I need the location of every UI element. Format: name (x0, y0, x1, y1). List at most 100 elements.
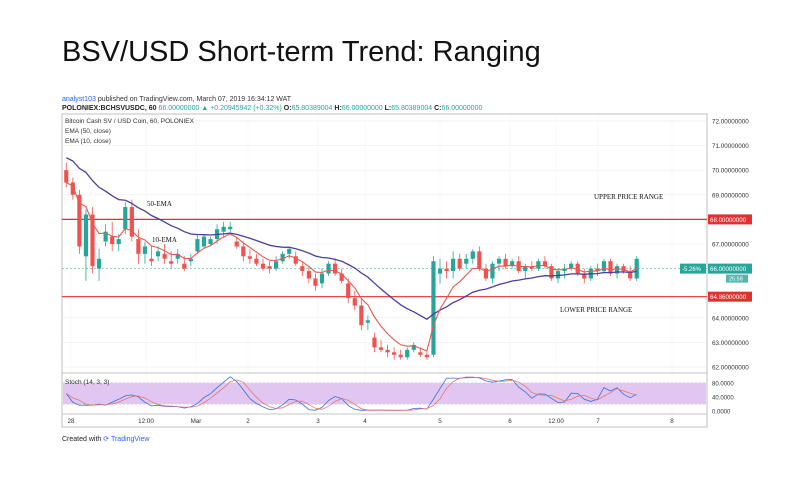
candle-body (129, 207, 134, 237)
candle-body (346, 283, 351, 299)
candle-body (273, 261, 279, 269)
candle-body (575, 263, 580, 274)
y-tick-label: 71.00000000 (712, 143, 749, 150)
candle-body (260, 263, 266, 269)
candle-body (424, 354, 430, 358)
candle-body (77, 194, 82, 247)
candle-body (523, 266, 528, 272)
candle-body (542, 261, 548, 267)
candle-body (392, 352, 397, 355)
candle-body (503, 258, 508, 267)
candle-body (608, 261, 613, 274)
x-tick-label: 8 (670, 418, 674, 425)
candle-body (569, 263, 574, 269)
created-with: Created with ⟳ TradingView (62, 435, 149, 443)
h-label: H: (334, 105, 342, 112)
change-tag-label: -5.26% (682, 267, 702, 273)
upper-range-annotation: UPPER PRICE RANGE (594, 193, 663, 201)
candle-body (496, 258, 502, 264)
price-levels (62, 218, 707, 298)
stoch-axis: 80.0000 40.0000 0.0000 (712, 382, 734, 416)
candle-body (483, 268, 489, 279)
candle-body (601, 261, 607, 272)
candle-body (175, 253, 180, 259)
current-price-label: 66.00000000 (710, 266, 747, 273)
stoch-tick-label: 0.0000 (712, 410, 731, 416)
candle-body (549, 266, 554, 279)
candle-body (221, 226, 226, 232)
l-value: 65.80389004 (391, 105, 433, 112)
x-tick-label: 5 (438, 418, 442, 425)
candle-body (444, 268, 449, 272)
candle-body (306, 271, 311, 279)
candle-body (267, 266, 272, 269)
stoch-tick-label: 80.0000 (712, 382, 734, 388)
author-link[interactable]: analyst103 (62, 96, 96, 103)
candle-body (155, 251, 161, 257)
x-tick-label: 4 (363, 418, 367, 425)
y-tick-label: 62.00000000 (712, 365, 749, 372)
candle-body (339, 273, 344, 281)
candle-body (188, 258, 193, 262)
candle-body (326, 263, 331, 274)
tradingview-icon: ⟳ (103, 436, 110, 443)
stoch-tick-label: 40.0000 (712, 396, 734, 402)
publish-date: published on TradingView.com, March 07, … (97, 96, 292, 103)
level-tag-label: 68.00000000 (710, 217, 747, 224)
candle-body (162, 253, 167, 259)
o-value: 65.80389004 (291, 105, 333, 112)
change-value: ▲ +0.20945942 (+0.32%) (201, 105, 282, 112)
candle-body (510, 261, 515, 267)
candle-body (372, 337, 377, 348)
current-price-tag (708, 263, 752, 274)
y-tick-label: 67.00000000 (712, 242, 749, 249)
candle-body (431, 261, 436, 355)
l-label: L: (384, 105, 392, 112)
time-axis: 28 12:00 Mar 2 3 4 5 6 12:00 7 8 (67, 418, 674, 425)
candle-body (411, 344, 416, 350)
candle-body (418, 352, 423, 355)
symbol-label: POLONIEX:BCHSVUSDC, 60 (62, 105, 157, 112)
ema10-line (66, 182, 637, 352)
candle-body (110, 236, 115, 244)
price-tags: 68.00000000 64.86000000 -5.26% 66.00000000 2… (680, 214, 752, 302)
candle-body (103, 231, 108, 242)
x-tick-label: 6 (508, 418, 512, 425)
y-tick-label: 70.00000000 (712, 168, 749, 175)
ema50-annotation: 50-EMA (147, 200, 172, 208)
candle-body (352, 298, 357, 306)
c-value: 66.00000000 (441, 105, 483, 112)
candle-body (83, 214, 89, 257)
candle-body (254, 258, 259, 264)
x-tick-label: 2 (246, 418, 250, 425)
ohlc-bar: POLONIEX:BCHSVUSDC, 60 66.00000000 ▲ +0.… (62, 105, 482, 112)
candle-body (201, 236, 207, 247)
candle-body (287, 248, 292, 254)
tradingview-link[interactable]: TradingView (110, 436, 150, 443)
candle-body (247, 256, 252, 259)
candle-body (555, 271, 561, 279)
candle-body (385, 349, 390, 353)
candle-body (195, 239, 200, 252)
candle-body (136, 239, 141, 254)
page-title: BSV/USD Short-term Trend: Ranging (62, 36, 541, 68)
candle-body (365, 320, 370, 323)
candle-body (628, 271, 633, 279)
x-tick-label: Mar (191, 418, 202, 425)
candle-body (333, 263, 338, 274)
countdown-tag (726, 274, 748, 283)
legend-ema10: EMA (10, close) (65, 138, 111, 145)
candle-body (70, 182, 75, 195)
stoch-label: Stoch (14, 3, 3) (65, 379, 109, 386)
candle-body (234, 241, 239, 247)
candle-body (457, 258, 462, 269)
candle-body (280, 253, 285, 262)
lower-range-annotation: LOWER PRICE RANGE (560, 306, 632, 314)
candle-body (64, 170, 69, 183)
candle-body (149, 258, 154, 262)
candle-body (614, 266, 620, 274)
candle-body (398, 354, 403, 358)
candle-body (359, 305, 364, 326)
candle-body (313, 278, 318, 286)
